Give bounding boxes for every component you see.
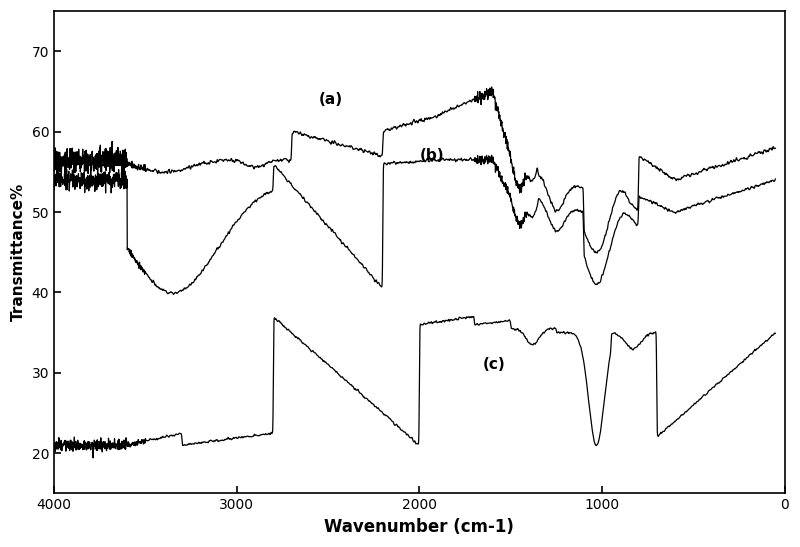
- Text: (a): (a): [319, 91, 343, 107]
- Text: (c): (c): [483, 357, 506, 372]
- Text: (b): (b): [419, 148, 444, 163]
- X-axis label: Wavenumber (cm-1): Wavenumber (cm-1): [324, 518, 514, 536]
- Y-axis label: Transmittance%: Transmittance%: [11, 183, 26, 322]
